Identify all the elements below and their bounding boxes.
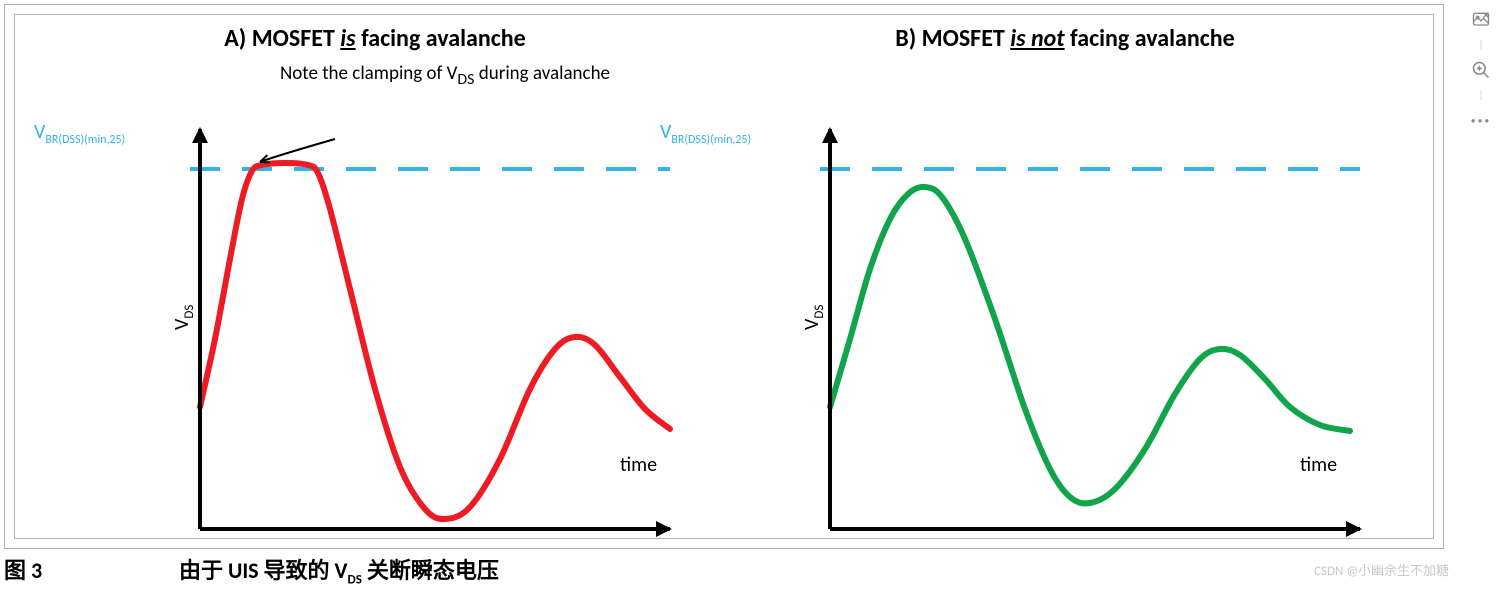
panel-a-breakdown-label: VBR(DSS)(min,25) — [34, 120, 125, 147]
panel-a-title-em: is — [340, 24, 355, 53]
y-v: V — [170, 319, 194, 330]
toolbar-sep: | — [1478, 42, 1483, 48]
caption-num: 图 3 — [4, 553, 174, 585]
panel-b: B) MOSFET is not facing avalanche VBR(DS… — [720, 20, 1410, 530]
vbr-sub: BR(DSS)(min,25) — [45, 133, 125, 147]
caption-text: 由于 UIS 导致的 VDS 关断瞬态电压 — [179, 557, 499, 584]
vbr-v: V — [34, 120, 45, 144]
panel-a-annotation: Note the clamping of VDS during avalanch… — [280, 62, 610, 89]
caption-prefix: 由于 UIS 导致的 V — [179, 557, 348, 584]
watermark: CSDN @小幽余生不加糖 — [1314, 560, 1449, 579]
panel-b-breakdown-label: VBR(DSS)(min,25) — [660, 120, 751, 147]
more-icon[interactable]: ··· — [1469, 108, 1493, 132]
panel-a-chart — [30, 59, 720, 559]
figure-caption: 图 3 由于 UIS 导致的 VDS 关断瞬态电压 — [4, 553, 1444, 587]
panel-a-title-prefix: A) MOSFET — [224, 24, 340, 53]
annotation-suffix: during avalanche — [474, 62, 610, 85]
panel-b-y-axis-label: VDS — [800, 305, 827, 330]
panel-a-x-axis-label: time — [620, 453, 657, 477]
y-sub-b: DS — [812, 305, 827, 319]
side-toolbar: | | ··· — [1459, 8, 1503, 132]
panel-a-y-axis-label: VDS — [170, 305, 197, 330]
annotation-sub: DS — [457, 70, 474, 89]
vbr-v-b: V — [660, 120, 671, 144]
y-sub: DS — [182, 305, 197, 319]
caption-sub: DS — [348, 572, 362, 587]
panel-a: A) MOSFET is facing avalanche Note the c… — [30, 20, 720, 530]
panel-a-title: A) MOSFET is facing avalanche — [30, 24, 720, 53]
zoom-in-icon[interactable] — [1469, 58, 1493, 82]
panel-b-x-axis-label: time — [1300, 453, 1337, 477]
panel-a-title-suffix: facing avalanche — [356, 24, 526, 53]
caption-suffix: 关断瞬态电压 — [362, 557, 499, 584]
image-icon[interactable] — [1469, 8, 1493, 32]
panel-b-title-suffix: facing avalanche — [1065, 24, 1235, 53]
panel-b-title: B) MOSFET is not facing avalanche — [720, 24, 1410, 53]
toolbar-sep-2: | — [1478, 92, 1483, 98]
vbr-sub-b: BR(DSS)(min,25) — [671, 133, 751, 147]
panel-b-title-em: is not — [1010, 24, 1064, 53]
annotation-prefix: Note the clamping of V — [280, 62, 457, 85]
y-v-b: V — [800, 319, 824, 330]
panel-b-title-prefix: B) MOSFET — [895, 24, 1010, 53]
